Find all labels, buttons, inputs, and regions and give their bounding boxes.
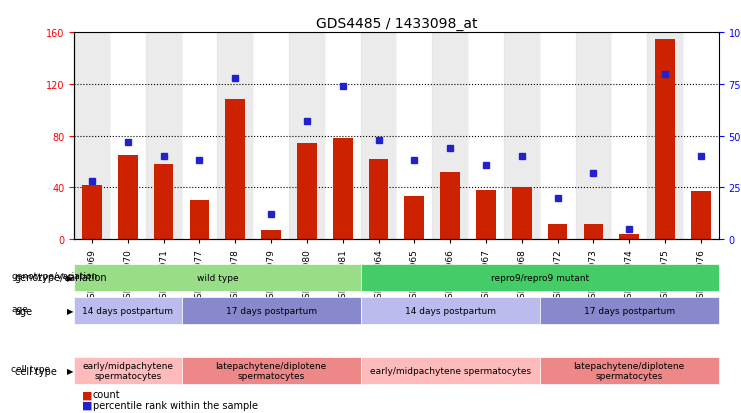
Bar [611, 33, 647, 240]
Text: genotype/variation: genotype/variation [11, 271, 97, 280]
Bar [369, 159, 388, 240]
Text: 14 days postpartum: 14 days postpartum [405, 306, 496, 315]
Bar [154, 165, 173, 240]
Bar [440, 173, 460, 240]
Text: ■: ■ [82, 400, 92, 410]
Text: early/midpachytene
spermatocytes: early/midpachytene spermatocytes [82, 361, 173, 380]
Bar [512, 188, 531, 240]
Bar [74, 33, 110, 240]
Bar [396, 33, 432, 240]
Bar [539, 33, 576, 240]
Text: latepachytene/diplotene
spermatocytes: latepachytene/diplotene spermatocytes [216, 361, 327, 380]
Text: cell type: cell type [15, 366, 57, 376]
Title: GDS4485 / 1433098_at: GDS4485 / 1433098_at [316, 17, 477, 31]
Text: ■: ■ [82, 389, 92, 399]
Bar [190, 201, 209, 240]
Text: count: count [93, 389, 120, 399]
Bar [576, 33, 611, 240]
Bar [683, 33, 719, 240]
Bar [432, 33, 468, 240]
Bar [182, 33, 217, 240]
Bar [225, 100, 245, 240]
Text: ▶: ▶ [67, 306, 73, 315]
Bar [110, 33, 146, 240]
Bar [361, 33, 396, 240]
Bar [146, 33, 182, 240]
Text: 17 days postpartum: 17 days postpartum [584, 306, 675, 315]
Bar [297, 144, 316, 240]
Bar [584, 224, 603, 240]
Bar [691, 192, 711, 240]
Bar [619, 235, 639, 240]
Text: cell type: cell type [11, 364, 50, 373]
Bar [262, 230, 281, 240]
Text: 14 days postpartum: 14 days postpartum [82, 306, 173, 315]
Bar [647, 33, 683, 240]
Text: age: age [15, 306, 33, 316]
Text: ▶: ▶ [67, 366, 73, 375]
Text: latepachytene/diplotene
spermatocytes: latepachytene/diplotene spermatocytes [574, 361, 685, 380]
Text: repro9/repro9 mutant: repro9/repro9 mutant [491, 273, 589, 282]
Text: percentile rank within the sample: percentile rank within the sample [93, 400, 258, 410]
Text: age: age [11, 304, 28, 313]
Bar [548, 224, 568, 240]
Text: wild type: wild type [196, 273, 238, 282]
Text: genotype/variation: genotype/variation [15, 273, 107, 283]
Bar [217, 33, 253, 240]
Text: ▶: ▶ [67, 273, 73, 282]
Bar [476, 190, 496, 240]
Bar [333, 139, 353, 240]
Bar [82, 185, 102, 240]
Bar [325, 33, 361, 240]
Bar [468, 33, 504, 240]
Bar [655, 40, 675, 240]
Bar [405, 197, 424, 240]
Bar [289, 33, 325, 240]
Bar [118, 156, 138, 240]
Bar [253, 33, 289, 240]
Bar [504, 33, 539, 240]
Text: 17 days postpartum: 17 days postpartum [225, 306, 316, 315]
Text: early/midpachytene spermatocytes: early/midpachytene spermatocytes [370, 366, 531, 375]
